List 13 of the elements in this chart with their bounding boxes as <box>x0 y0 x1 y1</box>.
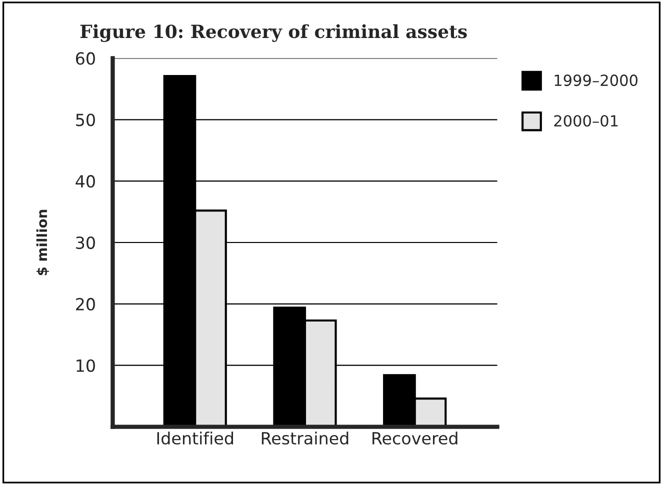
y-tick-label: 50 <box>76 114 95 126</box>
y-axis-title: $ million <box>36 210 49 276</box>
y-tick-label: 20 <box>76 298 95 310</box>
legend-label: 2000–01 <box>554 115 618 127</box>
x-tick-label: Restrained <box>262 432 348 445</box>
y-tick-label: 10 <box>76 359 95 372</box>
y-tick-label: 40 <box>76 175 95 188</box>
x-tick-label: Recovered <box>372 432 458 445</box>
y-tick-label: 30 <box>76 236 95 250</box>
legend-label: 1999–2000 <box>554 74 638 86</box>
chart-title: Figure 10: Recovery of criminal assets <box>80 24 467 42</box>
y-tick-label: 60 <box>76 52 95 65</box>
x-tick-label: Identified <box>157 432 233 445</box>
